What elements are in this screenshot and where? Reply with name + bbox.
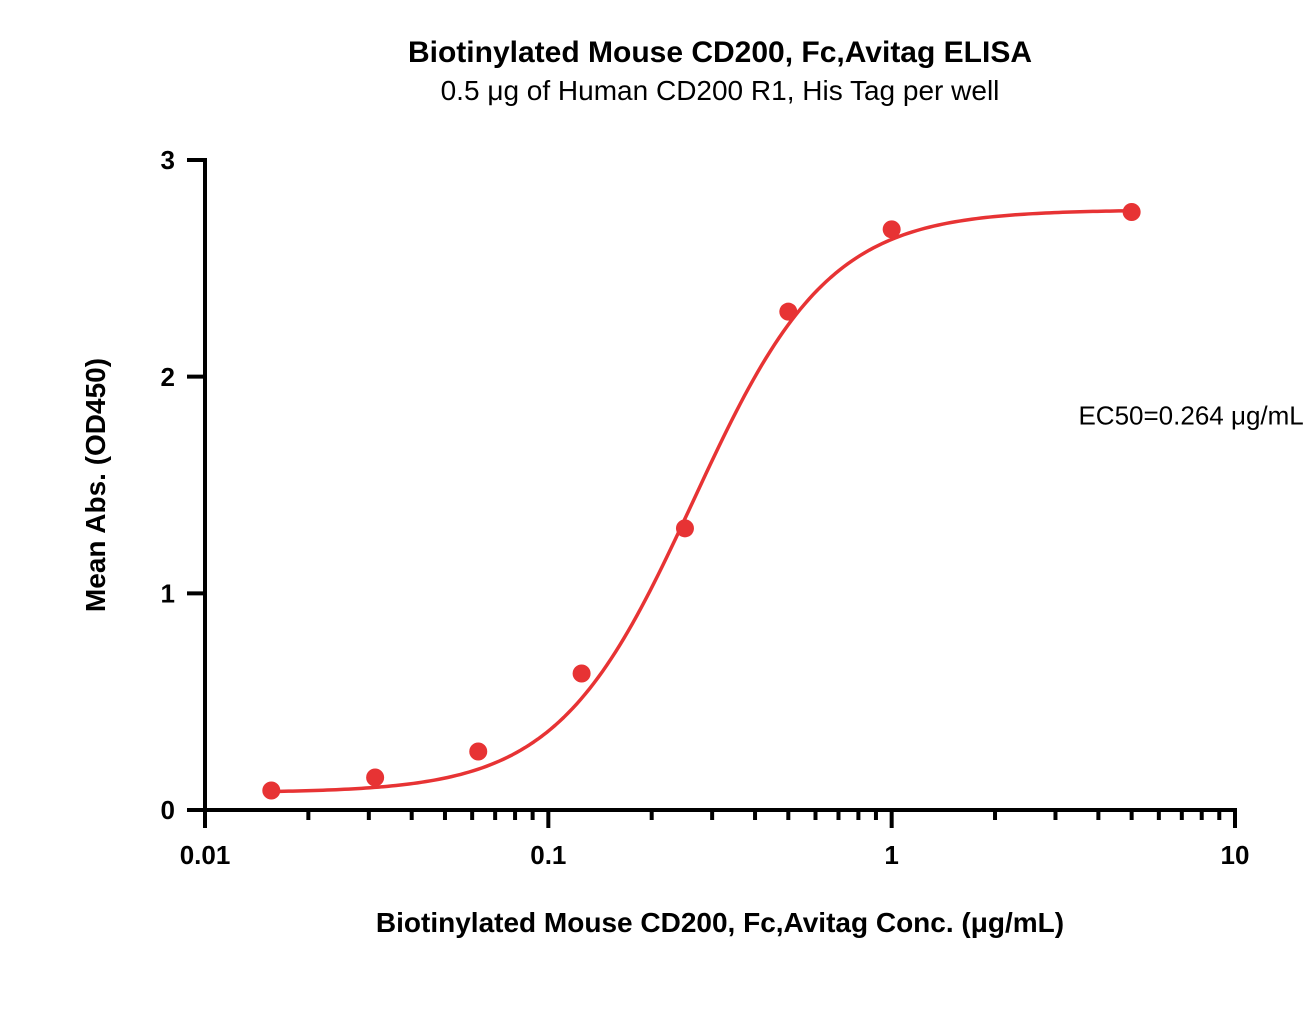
x-axis-label: Biotinylated Mouse CD200, Fc,Avitag Conc… xyxy=(376,907,1064,938)
data-point xyxy=(779,303,797,321)
data-point xyxy=(573,665,591,683)
chart-subtitle: 0.5 μg of Human CD200 R1, His Tag per we… xyxy=(441,75,1000,106)
y-axis-label: Mean Abs. (OD450) xyxy=(80,358,111,612)
y-tick-label: 0 xyxy=(161,795,175,825)
data-point xyxy=(469,743,487,761)
chart-svg: 0 1 2 3 0.01 0.1 1 10 Biotinylated Mouse CD200, … xyxy=(0,0,1316,1032)
chart-background xyxy=(0,0,1316,1032)
y-tick-label: 3 xyxy=(161,145,175,175)
x-tick-label: 10 xyxy=(1221,840,1250,870)
data-point xyxy=(883,220,901,238)
chart-title: Biotinylated Mouse CD200, Fc,Avitag ELIS… xyxy=(408,36,1032,69)
y-tick-label: 1 xyxy=(161,578,175,608)
data-point xyxy=(262,782,280,800)
data-point xyxy=(366,769,384,787)
y-tick-label: 2 xyxy=(161,362,175,392)
data-point xyxy=(1123,203,1141,221)
x-tick-label: 0.01 xyxy=(180,840,231,870)
data-point xyxy=(676,519,694,537)
x-tick-label: 0.1 xyxy=(530,840,566,870)
chart-container: 0 1 2 3 0.01 0.1 1 10 Biotinylated Mouse CD200, … xyxy=(0,0,1316,1032)
x-tick-label: 1 xyxy=(884,840,898,870)
ec50-annotation: EC50=0.264 μg/mL xyxy=(1078,400,1303,430)
